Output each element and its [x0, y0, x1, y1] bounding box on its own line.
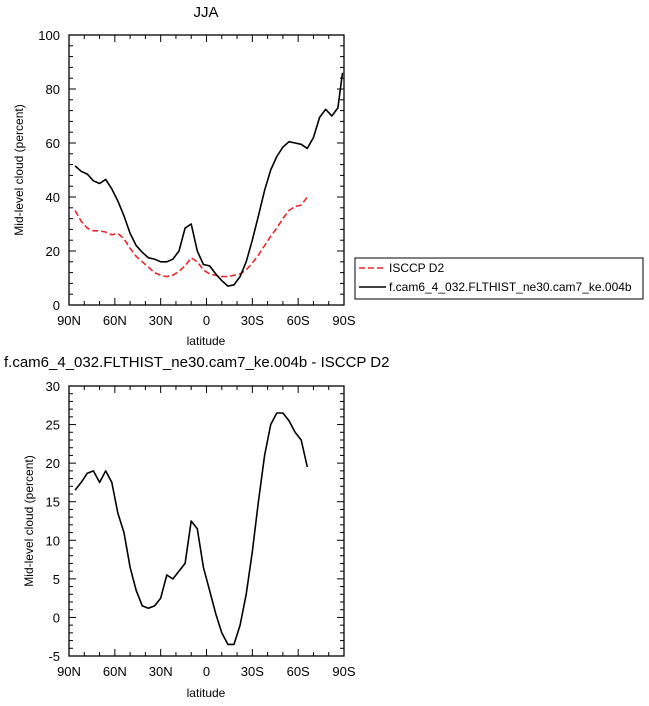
bottom-chart-x-tick-label: 30S	[241, 664, 264, 679]
top-chart-panel: JJA 90N 60N 30N 0 30S 60S 90S 0 20 40 60 80 100 lati…	[12, 4, 356, 348]
top-chart-x-axis-label: latitude	[187, 334, 226, 348]
bottom-chart-panel: f.cam6_4_032.FLTHIST_ne30.cam7_ke.004b -…	[4, 354, 389, 700]
bottom-chart-series-group	[74, 412, 309, 646]
bottom-chart-series-line-0	[74, 412, 309, 646]
chart-legend: ISCCP D2 f.cam6_4_032.FLTHIST_ne30.cam7_…	[354, 257, 644, 300]
bottom-chart-x-tick-label: 0	[203, 664, 210, 679]
top-chart-x-tick-label: 30S	[241, 313, 264, 328]
top-chart-x-tick-label: 30N	[149, 313, 173, 328]
top-chart-y-axis-label: Mid-level cloud (percent)	[12, 104, 26, 235]
bottom-chart-x-tick-label: 90S	[332, 664, 355, 679]
bottom-chart-y-tick-label: 30	[46, 379, 60, 394]
bottom-chart-x-axis-label: latitude	[187, 686, 226, 700]
bottom-chart-ticks: 90N 60N 30N 0 30S 60S 90S -5 0 5 10 15 20 25 30	[46, 379, 356, 679]
top-chart-x-tick-label: 60N	[103, 313, 127, 328]
bottom-chart-y-tick-label: 25	[46, 418, 60, 433]
top-chart-series-group	[74, 72, 344, 287]
top-chart-y-tick-label: 100	[38, 28, 60, 43]
bottom-chart-y-tick-label: 10	[46, 533, 60, 548]
bottom-chart-x-tick-label: 60N	[103, 664, 127, 679]
top-chart-y-tick-label: 80	[46, 82, 60, 97]
bottom-chart-y-axis-label: Mid-level cloud (percent)	[22, 455, 36, 586]
top-chart-series-line-0	[74, 196, 308, 278]
bottom-chart-y-tick-label: 0	[53, 610, 60, 625]
bottom-chart-x-tick-label: 90N	[57, 664, 81, 679]
legend-label-isccp: ISCCP D2	[389, 261, 444, 275]
bottom-chart-y-tick-label: 15	[46, 495, 60, 510]
top-chart-x-tick-label: 90S	[332, 313, 355, 328]
bottom-chart-y-tick-label: -5	[48, 649, 60, 664]
top-chart-y-tick-label: 0	[53, 298, 60, 313]
top-chart-x-tick-label: 90N	[57, 313, 81, 328]
top-chart-x-tick-label: 60S	[287, 313, 310, 328]
bottom-chart-x-tick-label: 30N	[149, 664, 173, 679]
top-chart-y-tick-label: 40	[46, 190, 60, 205]
top-chart-ticks: 90N 60N 30N 0 30S 60S 90S 0 20 40 60 80 100	[38, 28, 356, 328]
bottom-chart-plot-frame	[68, 385, 345, 657]
bottom-chart-x-tick-label: 60S	[287, 664, 310, 679]
top-chart-title: JJA	[193, 4, 218, 21]
bottom-chart-y-tick-label: 20	[46, 456, 60, 471]
bottom-chart-y-tick-label: 5	[53, 572, 60, 587]
top-chart-y-tick-label: 20	[46, 244, 60, 259]
top-chart-series-line-1	[74, 72, 344, 287]
legend-label-model: f.cam6_4_032.FLTHIST_ne30.cam7_ke.004b	[389, 280, 632, 294]
top-chart-x-tick-label: 0	[203, 313, 210, 328]
legend-box	[354, 257, 644, 300]
top-chart-y-tick-label: 60	[46, 136, 60, 151]
bottom-chart-title: f.cam6_4_032.FLTHIST_ne30.cam7_ke.004b -…	[4, 354, 389, 371]
